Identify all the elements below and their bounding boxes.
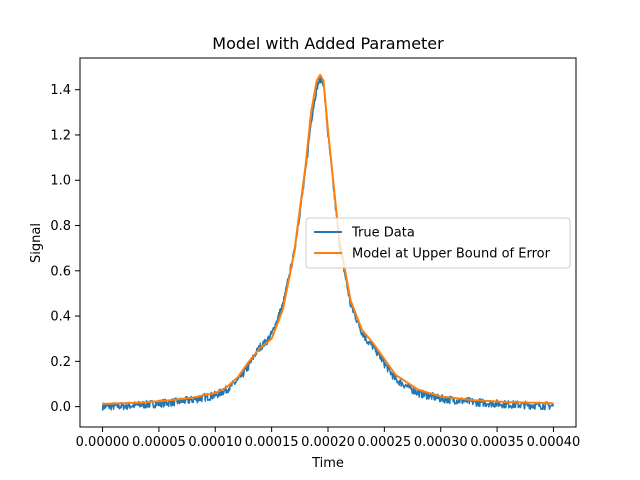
- x-tick-label: 0.00005: [132, 435, 186, 450]
- chart-title: Model with Added Parameter: [212, 34, 444, 53]
- y-tick-label: 0.6: [50, 264, 71, 279]
- x-tick-label: 0.00040: [527, 435, 581, 450]
- y-tick-label: 1.0: [50, 174, 71, 189]
- legend-box: [305, 217, 571, 269]
- plot-area: [101, 73, 555, 411]
- x-tick-label: 0.00010: [188, 435, 242, 450]
- x-tick-label: 0.00000: [76, 435, 130, 450]
- y-axis-label: Signal: [29, 223, 44, 263]
- x-tick-label: 0.00025: [357, 435, 411, 450]
- x-axis-label: Time: [311, 456, 344, 471]
- y-axis: 0.0 0.2 0.4 0.6 0.8 1.0 1.2 1.4: [50, 83, 80, 415]
- axes-frame: [79, 57, 577, 428]
- x-tick-label: 0.00015: [245, 435, 299, 450]
- legend: True Data Model at Upper Bound of Error: [305, 217, 571, 269]
- legend-label-1: Model at Upper Bound of Error: [352, 247, 551, 262]
- y-tick-label: 1.4: [50, 83, 71, 98]
- y-tick-label: 0.4: [50, 310, 71, 325]
- y-tick-label: 1.2: [50, 128, 71, 143]
- x-tick-label: 0.00030: [414, 435, 468, 450]
- y-tick-label: 0.2: [50, 355, 71, 370]
- series-line-1: [102, 73, 554, 405]
- legend-label-0: True Data: [351, 226, 415, 241]
- x-tick-label: 0.00035: [470, 435, 524, 450]
- x-axis: 0.00000 0.00005 0.00010 0.00015 0.00020 0.000…: [76, 427, 581, 450]
- y-tick-label: 0.0: [50, 400, 71, 415]
- x-tick-label: 0.00020: [301, 435, 355, 450]
- y-tick-label: 0.8: [50, 219, 71, 234]
